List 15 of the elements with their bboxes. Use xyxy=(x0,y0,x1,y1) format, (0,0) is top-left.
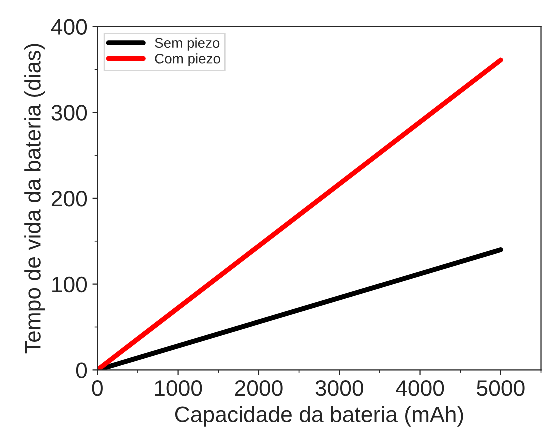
x-tick-label: 1000 xyxy=(155,380,202,396)
x-tick-label: 3000 xyxy=(316,380,364,396)
y-axis-title: Tempo de vida da bateria (dias) xyxy=(24,44,46,354)
x-tick-label: 0 xyxy=(92,380,103,396)
x-tick-label: 2000 xyxy=(235,380,283,396)
legend-label: Sem piezo xyxy=(155,38,220,51)
y-tick-label: 400 xyxy=(51,19,88,36)
y-tick-label: 100 xyxy=(52,276,88,293)
y-tick-label: 200 xyxy=(52,191,88,207)
x-tick-label: 4000 xyxy=(396,380,444,396)
y-tick-label: 300 xyxy=(52,105,88,121)
legend-label: Com piezo xyxy=(155,54,220,67)
y-tick-label: 0 xyxy=(76,362,88,378)
x-axis-title: Capacidade da bateria (mAh) xyxy=(175,406,464,427)
x-tick-label: 5000 xyxy=(477,380,525,396)
